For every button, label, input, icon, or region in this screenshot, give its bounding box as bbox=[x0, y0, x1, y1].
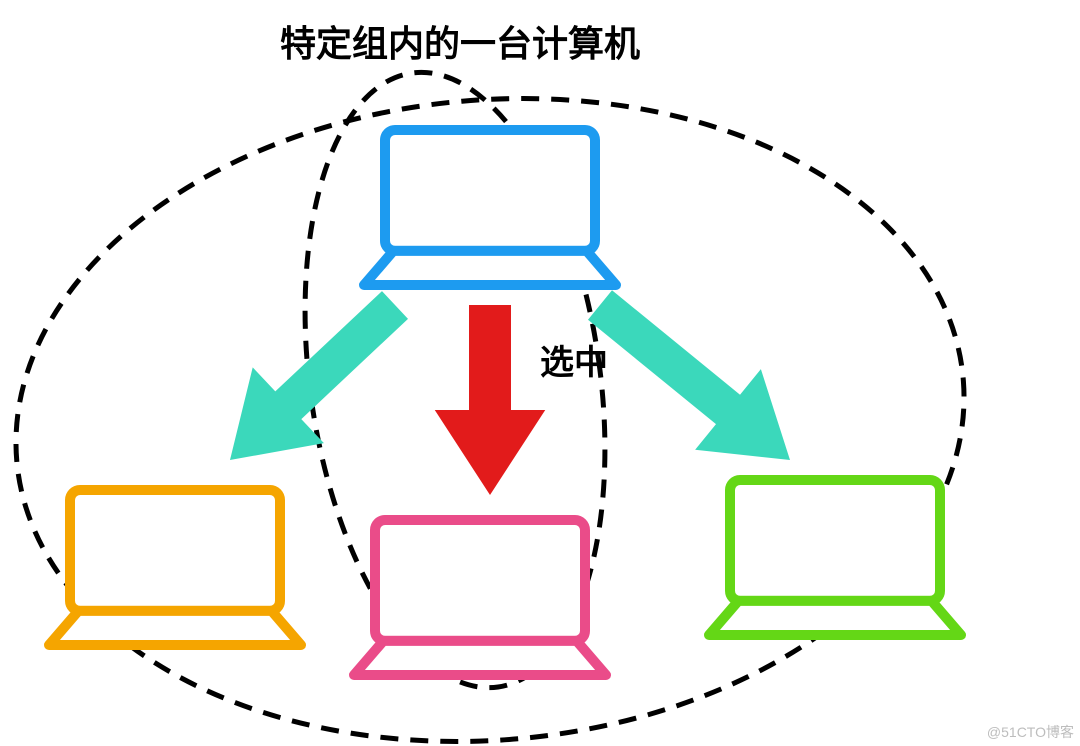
laptop-top-icon bbox=[364, 130, 616, 285]
laptop-left-icon bbox=[49, 490, 301, 645]
selected-label: 选中 bbox=[540, 335, 608, 384]
diagram-title: 特定组内的一台计算机 bbox=[280, 15, 640, 67]
diagram-stage: 特定组内的一台计算机 选中 @51CTO博客 bbox=[0, 0, 1080, 746]
laptop-right-icon bbox=[709, 480, 961, 635]
arrow-right bbox=[588, 290, 790, 460]
watermark-text: @51CTO博客 bbox=[987, 722, 1074, 742]
arrow-center bbox=[435, 305, 546, 495]
laptop-center-icon bbox=[354, 520, 606, 675]
